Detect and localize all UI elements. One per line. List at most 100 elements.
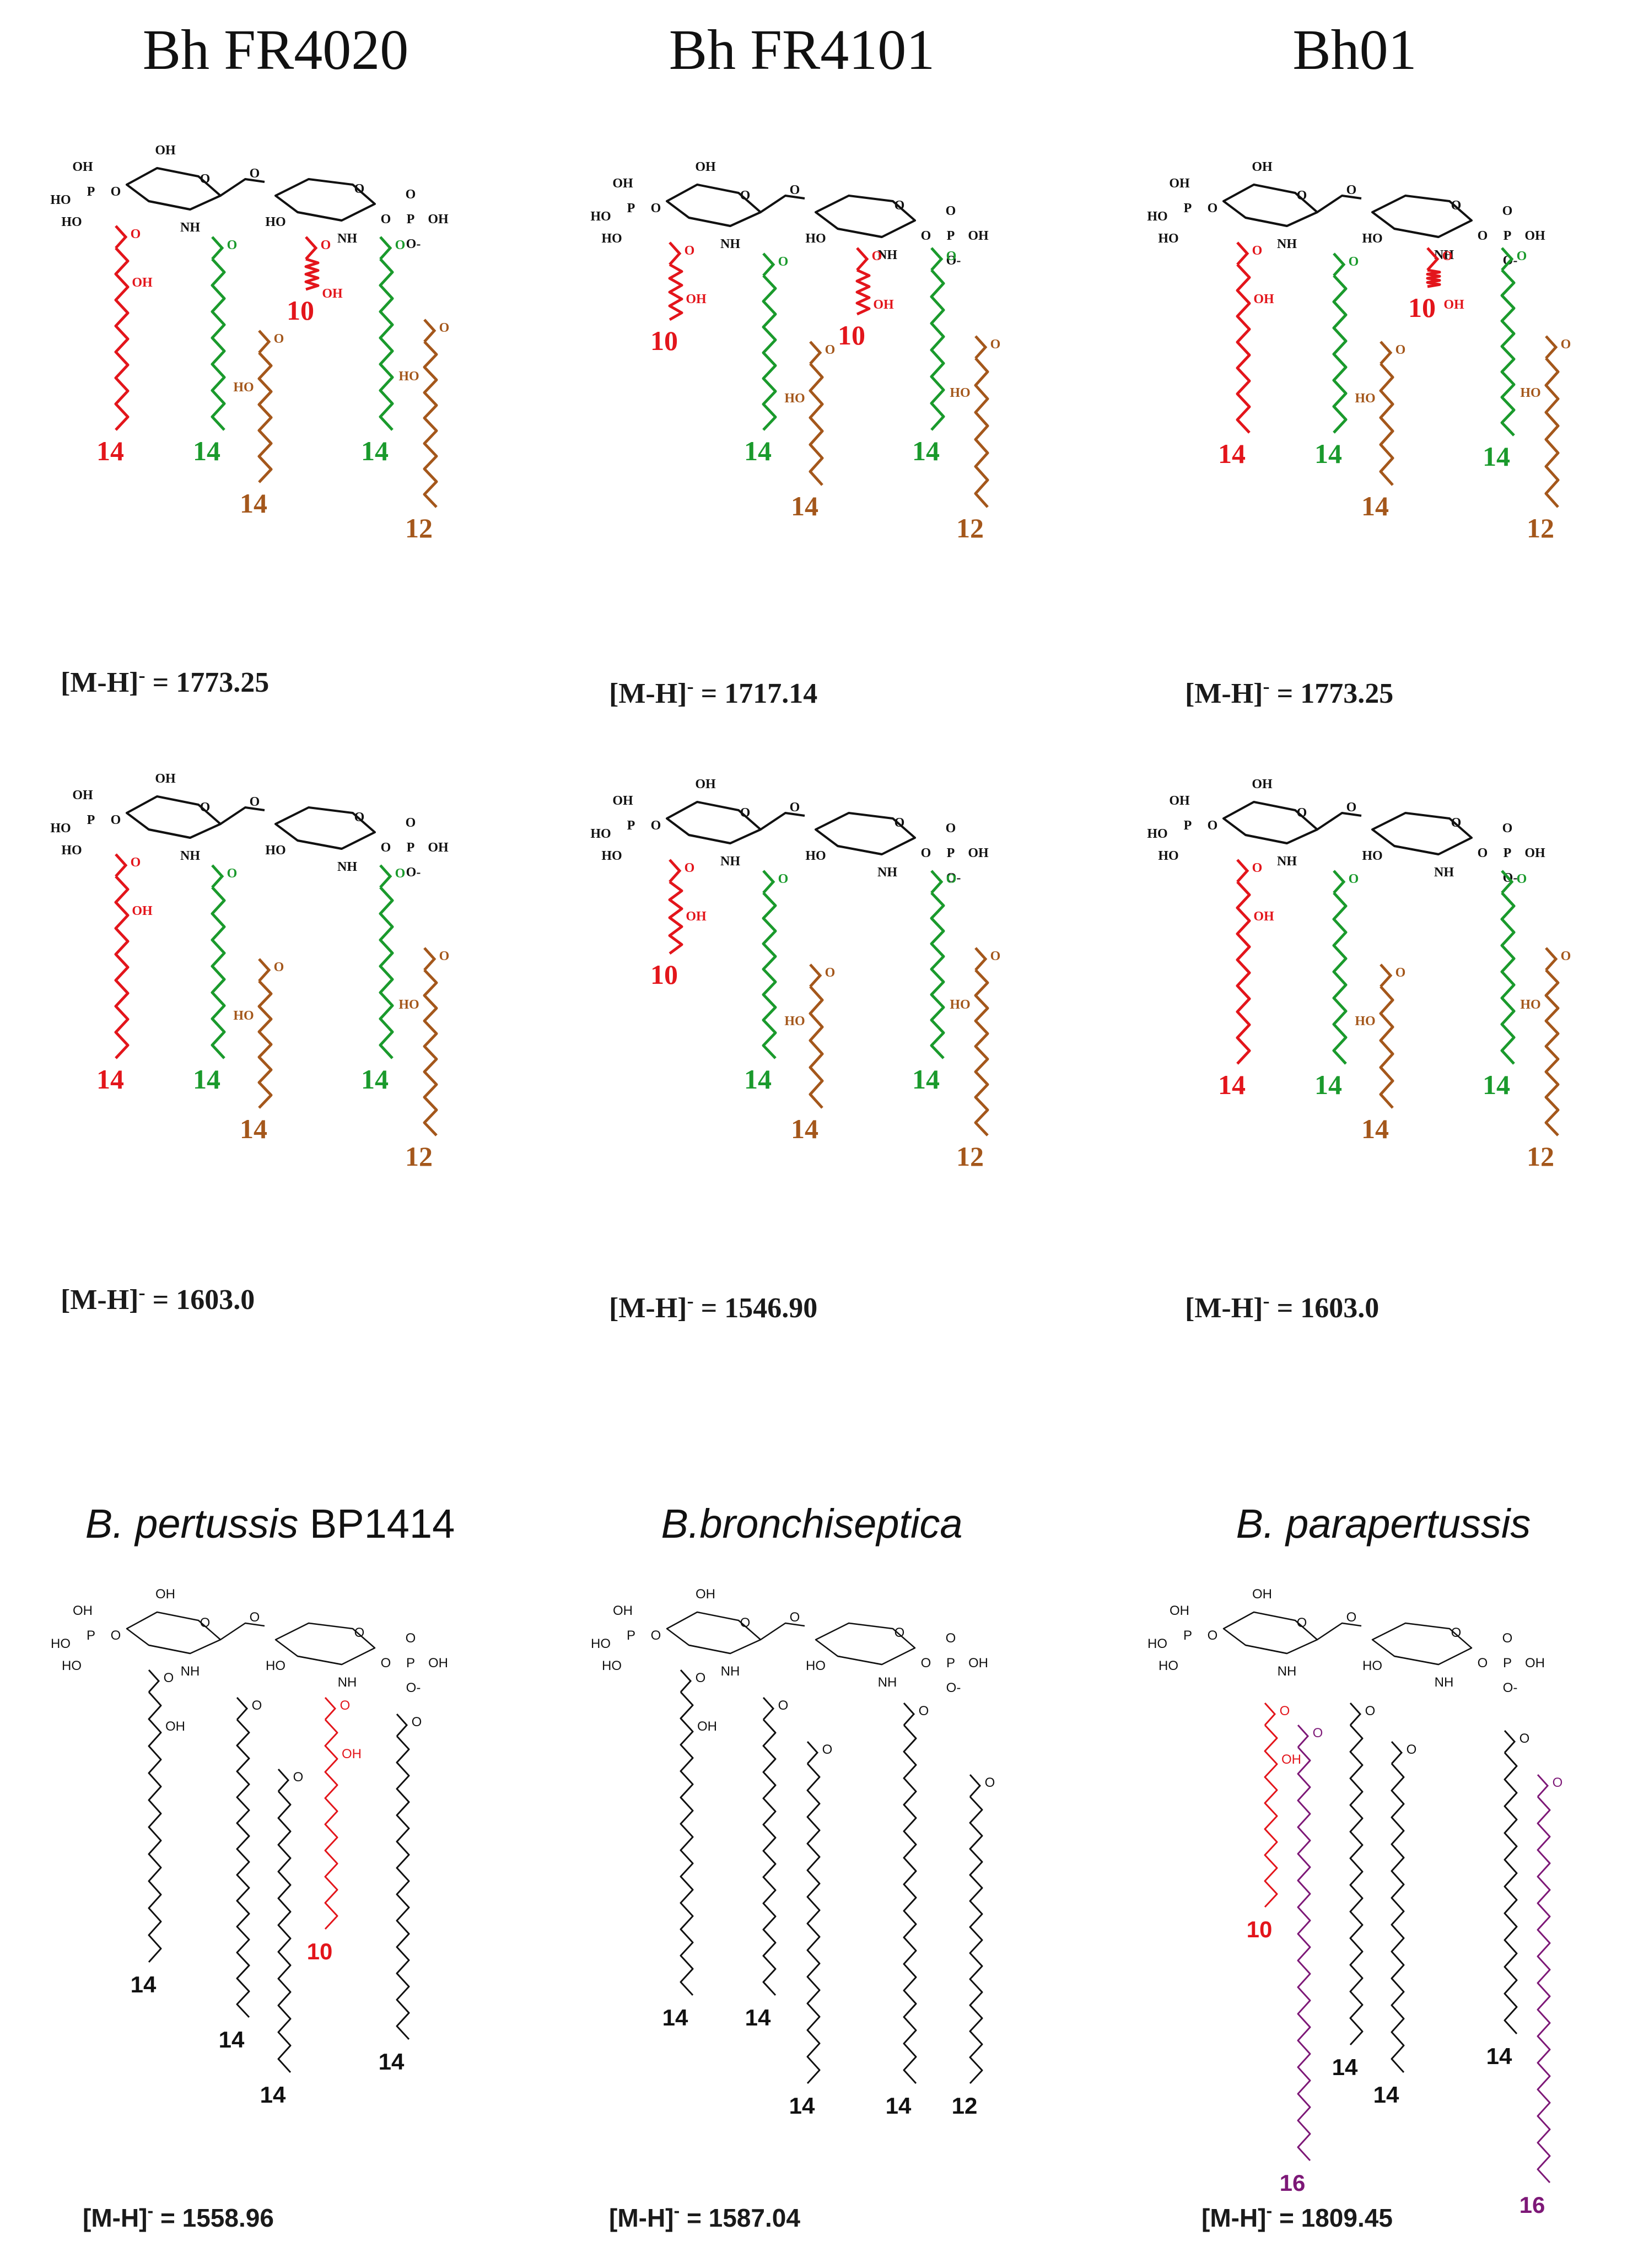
phosphate-ho-label: HO	[1159, 1658, 1178, 1673]
phosphate-ho-label: HO	[50, 193, 71, 207]
chain-backbone	[379, 886, 394, 1059]
phosphate-p-label: P	[1184, 201, 1192, 216]
phosphate-o-label: O	[1502, 821, 1513, 836]
chain-backbone	[236, 1718, 250, 2018]
ring-ho-label: HO	[806, 1658, 826, 1673]
chain-backbone	[762, 1718, 777, 1996]
phosphate-o-minus-label: O-	[1503, 1680, 1518, 1695]
chain-backbone	[257, 352, 273, 483]
carbonyl-o-label: O	[778, 1698, 789, 1713]
acyl-chain: O HO 12	[1520, 335, 1571, 543]
acyl-chain: O HO 14	[233, 330, 284, 519]
phosphate-p-label: P	[627, 818, 635, 833]
ring-1-bold-edge	[688, 1644, 731, 1655]
acyl-chain: O HO 12	[1520, 947, 1571, 1172]
phosphate-p-label: P	[946, 1656, 955, 1671]
hydroxymethyl-oh-label: OH	[1252, 777, 1273, 791]
amide-nh-label: NH	[180, 220, 200, 235]
carbonyl-o-label: O	[1517, 872, 1527, 886]
acyl-chain: O HO 14	[1355, 341, 1406, 521]
mass-label: [M-H]- = 1773.25	[1185, 675, 1393, 709]
phosphate-o-label: O	[1208, 201, 1218, 216]
glycosidic-o-label: O	[250, 795, 260, 809]
glycosidic-bond	[1316, 812, 1362, 831]
carbonyl-o-label: O	[1365, 1704, 1376, 1718]
carbonyl-bond	[1380, 341, 1393, 365]
carbonyl-bond	[258, 330, 271, 354]
hydroxyl-label: HO	[1355, 391, 1375, 406]
carbonyl-bond	[1545, 947, 1558, 971]
glycosidic-o-label: O	[250, 1610, 260, 1625]
phosphate-o-label: O	[111, 813, 121, 827]
carbonyl-bond	[115, 853, 128, 877]
chain-backbone	[1236, 881, 1251, 1065]
acyl-chain: O 14	[1314, 252, 1359, 469]
ring-o-label: O	[895, 1625, 905, 1640]
carbonyl-bond	[1426, 247, 1440, 271]
mass-label: [M-H]- = 1773.25	[61, 664, 269, 698]
chain-backbone	[1544, 969, 1560, 1136]
chain-length-label: 14	[96, 435, 124, 466]
carbonyl-bond	[423, 947, 437, 971]
hydroxymethyl-oh-label: OH	[696, 1587, 715, 1602]
acyl-chain: O HO 14	[784, 963, 835, 1144]
chain-length-label: 14	[193, 1064, 220, 1095]
phosphate-o-minus-label: O-	[406, 1680, 421, 1695]
phosphate-o-label: O	[651, 201, 661, 216]
ring-2-bold-edge	[1394, 228, 1439, 238]
carbonyl-o-label: O	[685, 244, 695, 258]
chain-length-label: 14	[1361, 1113, 1389, 1144]
phosphate-p-label: P	[627, 201, 635, 216]
ring-o-label: O	[200, 172, 211, 186]
carbonyl-o-label: O	[395, 866, 406, 881]
phosphate-p-label: P	[1504, 846, 1512, 860]
chain-length-label: 14	[240, 488, 267, 519]
carbonyl-o-label: O	[412, 1715, 422, 1730]
acyl-chain: O 14	[1486, 1730, 1529, 2069]
phosphate-o-label: O	[1502, 204, 1513, 218]
carbonyl-o-label: O	[252, 1698, 262, 1713]
anomeric-o-label: O	[1478, 1656, 1488, 1671]
carbonyl-bond	[930, 247, 944, 271]
chain-backbone	[423, 969, 438, 1136]
carbonyl-o-label: O	[164, 1671, 174, 1685]
carbonyl-o-label: O	[1395, 343, 1406, 357]
carbonyl-bond	[762, 252, 775, 277]
phosphate-ho-label: HO	[591, 1636, 611, 1651]
ring-ho-label: HO	[1362, 1658, 1382, 1673]
title-b-bronchiseptica: B.bronchiseptica	[661, 1501, 962, 1547]
ring-o-label: O	[200, 1615, 211, 1630]
chain-length-label: 14	[361, 435, 389, 466]
title-bh-fr4020: Bh FR4020	[143, 18, 409, 82]
amide-nh-label: NH	[1278, 1664, 1297, 1679]
glycosidic-bond	[1316, 195, 1362, 213]
acyl-chain: O HO 12	[398, 319, 449, 543]
phosphate-oh-label: OH	[613, 1603, 633, 1618]
hydroxyl-label: HO	[1520, 998, 1540, 1012]
phosphate-o-minus-label: O-	[406, 865, 421, 880]
chain-length-label: 14	[1314, 1069, 1342, 1100]
chain-length-label: 14	[745, 2005, 771, 2030]
acyl-chain: O HO 14	[233, 958, 284, 1144]
acyl-chain: O HO 12	[398, 947, 449, 1172]
hydroxyl-label: HO	[398, 998, 419, 1012]
chain-length-label: 14	[1218, 1069, 1246, 1100]
carbonyl-bond	[809, 963, 822, 988]
ring-1-bold-edge	[688, 834, 731, 844]
amide-nh-label: NH	[1277, 237, 1297, 251]
carbonyl-bond	[1380, 963, 1393, 988]
carbonyl-bond	[856, 247, 869, 271]
phosphate-o-label: O	[946, 204, 956, 218]
phosphate-p-label: P	[1184, 818, 1192, 833]
chain-length-label: 14	[1483, 441, 1510, 472]
mass-label: [M-H]- = 1603.0	[1185, 1290, 1379, 1324]
chain-length-label: 12	[952, 2093, 978, 2119]
chain-backbone	[1544, 357, 1560, 508]
phosphate-o-label: O	[1502, 1631, 1513, 1646]
acyl-chain: O OH 10	[838, 247, 894, 351]
chain-backbone	[324, 1718, 338, 1930]
carbonyl-bond	[1537, 1774, 1549, 1798]
hydroxymethyl-oh-label: OH	[155, 1587, 175, 1602]
